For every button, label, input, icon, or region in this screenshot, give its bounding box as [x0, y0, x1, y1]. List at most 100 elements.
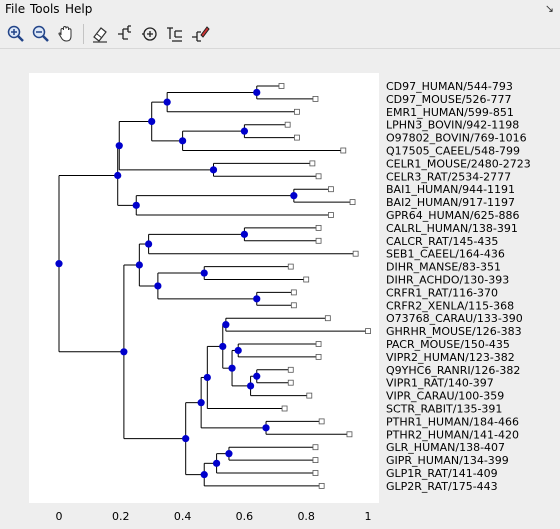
- tree-node: [132, 201, 140, 209]
- leaf-marker: [312, 470, 319, 476]
- leaf-label: Q9YHC6_RANRI/126-382: [386, 364, 520, 377]
- zoom-out-icon[interactable]: [30, 23, 52, 45]
- leaf-label: PTHR1_HUMAN/184-466: [386, 415, 519, 428]
- reroot-icon[interactable]: [139, 23, 161, 45]
- x-tick-label: 0.4: [174, 510, 192, 523]
- leaf-label: DIHR_ACHDO/130-393: [386, 274, 509, 287]
- tree-node: [290, 192, 298, 200]
- leaf-label: PTHR2_HUMAN/141-420: [386, 428, 519, 441]
- leaf-marker: [346, 431, 353, 438]
- tree-node: [200, 269, 208, 277]
- leaf-marker: [328, 186, 334, 193]
- leaf-label: GLR_HUMAN/138-407: [386, 441, 505, 454]
- leaf-marker: [352, 250, 359, 257]
- tree-node: [240, 230, 248, 238]
- leaf-label: GIPR_HUMAN/134-399: [386, 454, 509, 467]
- tree-leaves: [278, 83, 371, 489]
- leaf-marker: [312, 96, 319, 102]
- leaf-marker: [284, 121, 291, 128]
- toolbar-separator: [83, 24, 84, 44]
- leaf-marker: [340, 147, 347, 154]
- x-tick-label: 0.6: [236, 510, 254, 523]
- leaf-marker: [315, 237, 322, 244]
- eraser-icon[interactable]: [89, 23, 111, 45]
- tree-node: [55, 260, 63, 268]
- tree-node: [114, 171, 122, 180]
- leaf-label: BAI2_HUMAN/917-1197: [386, 196, 515, 209]
- leaf-label: VIPR1_RAT/140-397: [386, 377, 494, 390]
- leaf-marker: [318, 482, 325, 489]
- tree-node: [203, 373, 211, 382]
- menu-file[interactable]: File: [5, 2, 26, 16]
- tree-bracket-icon[interactable]: [114, 23, 136, 45]
- leaf-label: O97802_BOVIN/769-1016: [386, 132, 527, 145]
- leaf-marker: [290, 302, 297, 309]
- leaf-marker: [315, 353, 322, 360]
- tree-node: [120, 348, 128, 356]
- leaf-label: GLP1R_RAT/141-409: [386, 467, 498, 480]
- leaf-marker: [306, 392, 313, 399]
- tree-node: [145, 240, 153, 248]
- leaf-marker: [315, 173, 322, 180]
- leaf-label: GPR64_HUMAN/625-886: [386, 209, 520, 222]
- tree-node: [182, 435, 190, 443]
- leaf-marker: [278, 83, 285, 89]
- leaf-label: CELR3_RAT/2534-2777: [386, 170, 511, 183]
- x-tick-label: 0.2: [112, 510, 130, 523]
- leaf-label: CALRL_HUMAN/138-391: [386, 222, 518, 235]
- tree-node: [115, 142, 123, 150]
- leaf-label: CALCR_RAT/145-435: [386, 235, 498, 248]
- tree-node: [148, 117, 156, 126]
- tree-node: [222, 321, 230, 329]
- tree-node: [163, 98, 171, 106]
- menu-help[interactable]: Help: [65, 2, 93, 16]
- leaf-label: SCTR_RABIT/135-391: [386, 403, 502, 416]
- leaf-marker: [312, 444, 319, 451]
- leaf-marker: [324, 315, 331, 322]
- tree-node: [225, 450, 233, 458]
- leaf-marker: [290, 289, 297, 296]
- leaf-marker: [318, 418, 325, 425]
- leaf-marker: [287, 366, 294, 373]
- leaf-labels: CD97_HUMAN/544-793CD97_MOUSE/526-777EMR1…: [386, 80, 531, 493]
- leaf-label: Q17505_CAEEL/548-799: [386, 145, 520, 158]
- leaf-label: PACR_MOUSE/150-435: [386, 338, 510, 351]
- leaf-marker: [315, 341, 322, 347]
- tree-nodes: [55, 88, 298, 479]
- hand-pan-icon[interactable]: [55, 23, 77, 45]
- tree-node: [200, 471, 208, 479]
- plot-background: [29, 73, 379, 503]
- tree-node: [154, 282, 162, 290]
- leaf-label: O73768_CARAU/133-390: [386, 312, 523, 325]
- x-tick-label: 0.8: [297, 510, 315, 523]
- menu-tools[interactable]: Tools: [30, 2, 60, 16]
- leaf-label: SEB1_CAEEL/164-436: [386, 248, 505, 261]
- tree-node: [212, 459, 221, 467]
- tree-node: [246, 382, 255, 390]
- leaf-label: GHRHR_MOUSE/126-383: [386, 325, 522, 338]
- tree-color-icon[interactable]: [189, 23, 211, 45]
- tree-node: [234, 346, 242, 355]
- leaf-label: VIPR_CARAU/100-359: [386, 390, 504, 403]
- leaf-marker: [349, 199, 356, 206]
- leaf-marker: [294, 108, 300, 115]
- leaf-label: EMR1_HUMAN/599-851: [386, 106, 514, 119]
- toolbar: [0, 21, 560, 49]
- zoom-in-icon[interactable]: [5, 23, 27, 45]
- leaf-marker: [287, 379, 294, 386]
- tree-text-icon[interactable]: [164, 23, 186, 45]
- menu-bar: File Tools Help ↘: [0, 0, 560, 19]
- leaf-label: BAI1_HUMAN/944-1191: [386, 183, 515, 196]
- tree-node: [179, 137, 187, 145]
- leaf-label: CD97_MOUSE/526-777: [386, 93, 511, 106]
- tree-node: [135, 261, 143, 269]
- tree-node: [253, 88, 261, 97]
- tree-node: [228, 364, 236, 372]
- x-tick-label: 1: [365, 510, 372, 523]
- corner-arrow-icon[interactable]: ↘: [544, 2, 554, 15]
- leaf-label: CELR1_MOUSE/2480-2723: [386, 157, 531, 170]
- tree-node: [240, 127, 248, 135]
- leaf-marker: [287, 263, 294, 270]
- leaf-marker: [365, 328, 371, 335]
